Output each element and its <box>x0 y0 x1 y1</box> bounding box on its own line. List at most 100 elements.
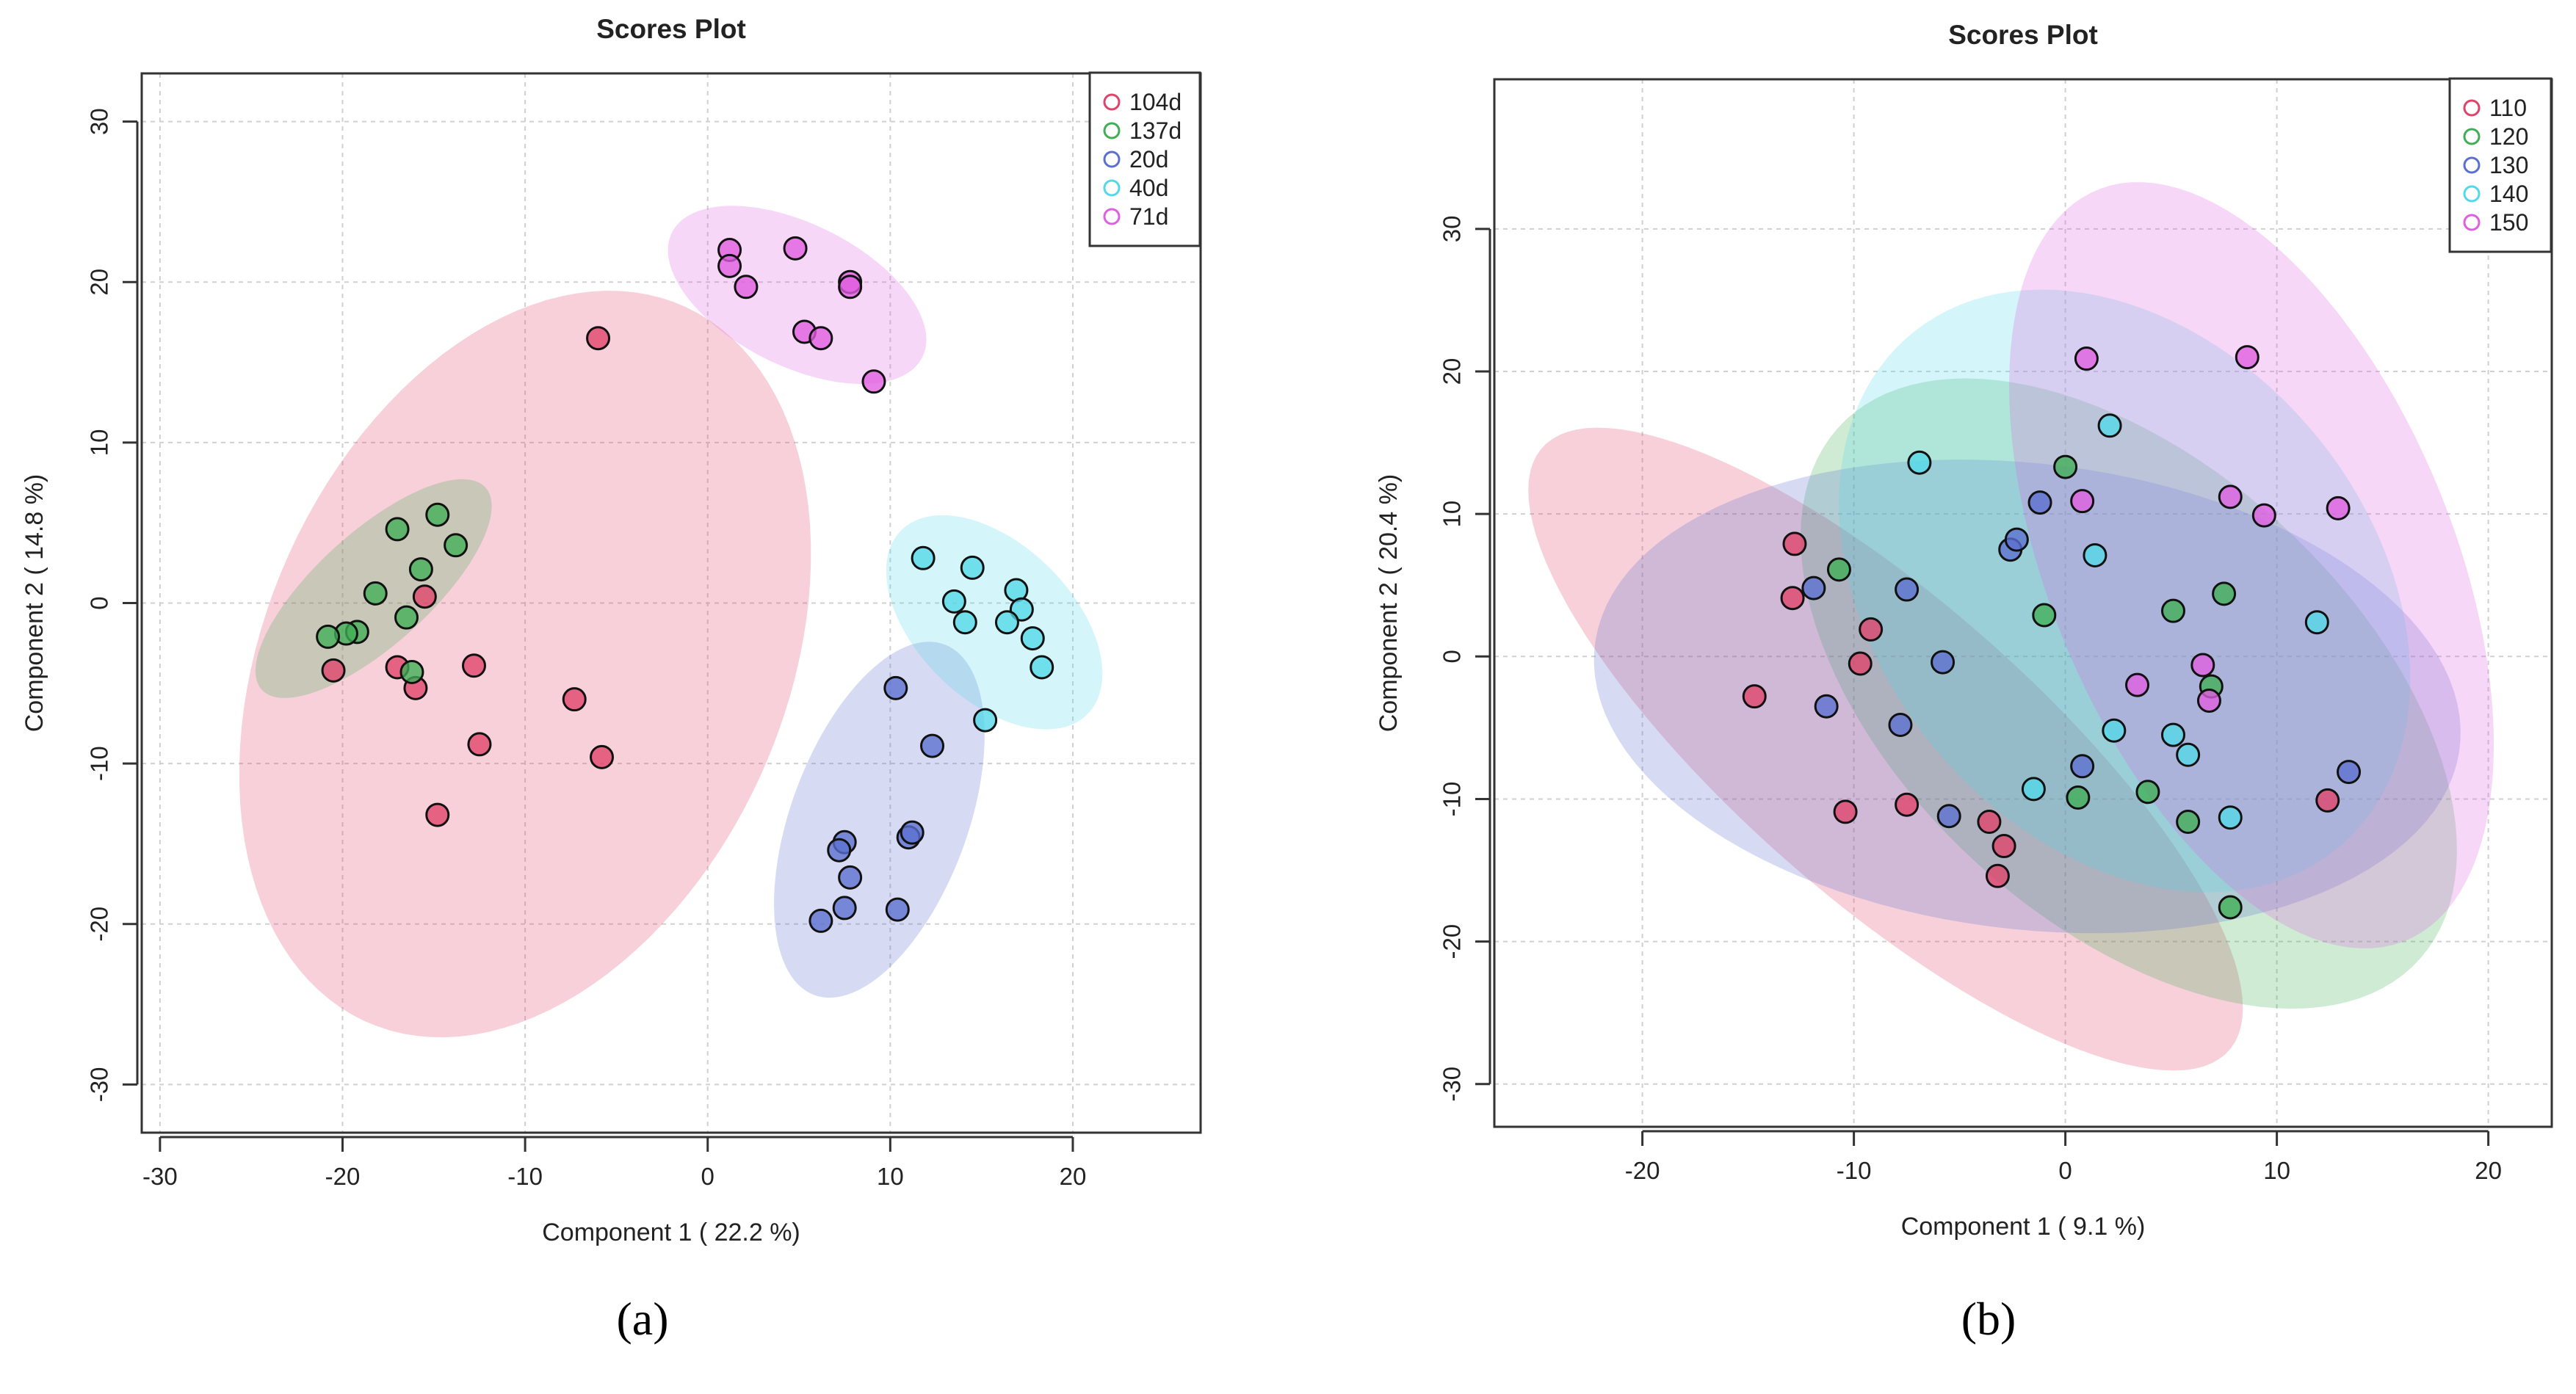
legend-marker-71d <box>1103 208 1121 225</box>
legend-label: 140 <box>2489 181 2528 207</box>
ellipse-140 <box>1839 289 2411 893</box>
point-140 <box>2304 610 2329 635</box>
legend-marker-130 <box>2463 156 2481 174</box>
point-140 <box>2083 542 2108 567</box>
legend-marker-150 <box>2463 214 2481 231</box>
grid <box>1494 79 2552 1127</box>
point-110 <box>1782 531 1807 556</box>
point-130 <box>1895 577 1920 602</box>
point-120 <box>2212 581 2237 606</box>
point-71d <box>783 236 808 261</box>
legend-marker-140 <box>2463 185 2481 203</box>
y-tick-label: 20 <box>86 269 113 296</box>
x-axis-label: Component 1 ( 22.2 %) <box>542 1219 800 1246</box>
point-20d <box>838 865 863 890</box>
panel-label: (a) <box>616 1293 668 1345</box>
legend-label: 150 <box>2489 209 2528 236</box>
y-tick-label: -20 <box>86 907 113 942</box>
point-110 <box>1977 810 2002 835</box>
point-20d <box>808 908 833 933</box>
y-tick-label: -20 <box>1439 924 1466 959</box>
legend-marker-104d <box>1103 93 1121 111</box>
point-137d <box>316 624 341 649</box>
point-150 <box>2190 653 2215 678</box>
point-110 <box>1742 684 1767 709</box>
point-130 <box>1814 694 1839 719</box>
ellipse-150 <box>2009 182 2494 948</box>
point-104d <box>586 326 611 351</box>
x-axis-label: Component 1 ( 9.1 %) <box>1901 1213 2146 1241</box>
legend-box <box>2448 77 2553 253</box>
legend-marker-137d <box>1103 122 1121 139</box>
point-40d <box>994 610 1019 635</box>
point-150 <box>2235 345 2260 370</box>
point-150 <box>2125 672 2150 697</box>
point-20d <box>827 838 852 863</box>
data-points <box>1742 345 2362 920</box>
legend-marker-120 <box>2463 128 2481 145</box>
y-tick-label: -10 <box>1439 782 1466 817</box>
legend-label: 137d <box>1129 117 1182 144</box>
point-40d <box>973 708 998 733</box>
y-tick-label: 20 <box>1439 358 1466 385</box>
point-130 <box>1936 804 1961 829</box>
point-120 <box>2176 810 2201 835</box>
chart-panel-b: -20 -10 0 10 20 -30 -20 -10 0 10 20 30 Scores Plot Co… <box>1375 20 2553 1345</box>
point-120 <box>1826 557 1851 582</box>
point-140 <box>2097 413 2122 438</box>
x-tick-label: 0 <box>2058 1157 2072 1184</box>
point-110 <box>2315 788 2340 813</box>
chart-panel-a: -30 -20 -10 0 10 20 -30 -20 -10 0 10 20 30 Scores Plo… <box>21 14 1202 1345</box>
legend-label: 120 <box>2489 123 2528 150</box>
x-tick-label: 10 <box>877 1163 904 1190</box>
y-tick-label: 10 <box>1439 501 1466 528</box>
point-110 <box>1833 799 1858 824</box>
point-104d <box>461 653 486 678</box>
point-150 <box>2326 495 2351 520</box>
legend-marker-40d <box>1103 179 1121 197</box>
point-130 <box>1931 650 1955 675</box>
point-40d <box>941 589 966 614</box>
chart-title: Scores Plot <box>1948 20 2098 50</box>
y-axis-label: Component 2 ( 20.4 %) <box>1375 474 1403 733</box>
point-104d <box>562 687 587 712</box>
y-tick-label: 0 <box>86 596 113 609</box>
confidence-ellipses <box>239 206 1103 1038</box>
y-tick-label: -30 <box>86 1067 113 1103</box>
point-150 <box>2070 489 2095 514</box>
y-axis: -30 -20 -10 0 10 20 30 <box>86 108 139 1103</box>
x-tick-label: -20 <box>325 1163 361 1190</box>
point-20d <box>883 675 908 700</box>
point-140 <box>2102 718 2127 743</box>
x-tick-label: 20 <box>2475 1157 2502 1184</box>
point-120 <box>2160 598 2185 623</box>
point-150 <box>2218 484 2243 509</box>
x-tick-label: 0 <box>701 1163 714 1190</box>
x-tick-label: 20 <box>1060 1163 1087 1190</box>
y-axis-label: Component 2 ( 14.8 %) <box>21 474 48 733</box>
point-137d <box>408 557 433 582</box>
point-104d <box>321 658 346 683</box>
point-130 <box>2004 527 2029 552</box>
point-137d <box>385 517 410 542</box>
point-20d <box>832 896 857 921</box>
legend-label: 110 <box>2489 95 2527 121</box>
legend-label: 40d <box>1129 175 1168 201</box>
point-110 <box>1991 834 2016 859</box>
point-137d <box>399 660 424 685</box>
y-tick-label: 0 <box>1439 650 1466 663</box>
x-tick-label: 10 <box>2263 1157 2290 1184</box>
point-137d <box>394 605 419 630</box>
point-110 <box>1985 863 2010 888</box>
ellipse-20d <box>774 642 985 998</box>
point-120 <box>2218 895 2243 920</box>
legend-label: 130 <box>2489 152 2528 178</box>
plot-frame <box>140 72 1202 1134</box>
point-71d <box>838 275 863 300</box>
point-110 <box>1895 792 1920 817</box>
x-tick-label: -20 <box>1625 1157 1660 1184</box>
point-110 <box>1848 651 1873 676</box>
point-104d <box>467 732 492 757</box>
point-110 <box>1859 617 1884 642</box>
ellipse-110 <box>1528 427 2243 1071</box>
